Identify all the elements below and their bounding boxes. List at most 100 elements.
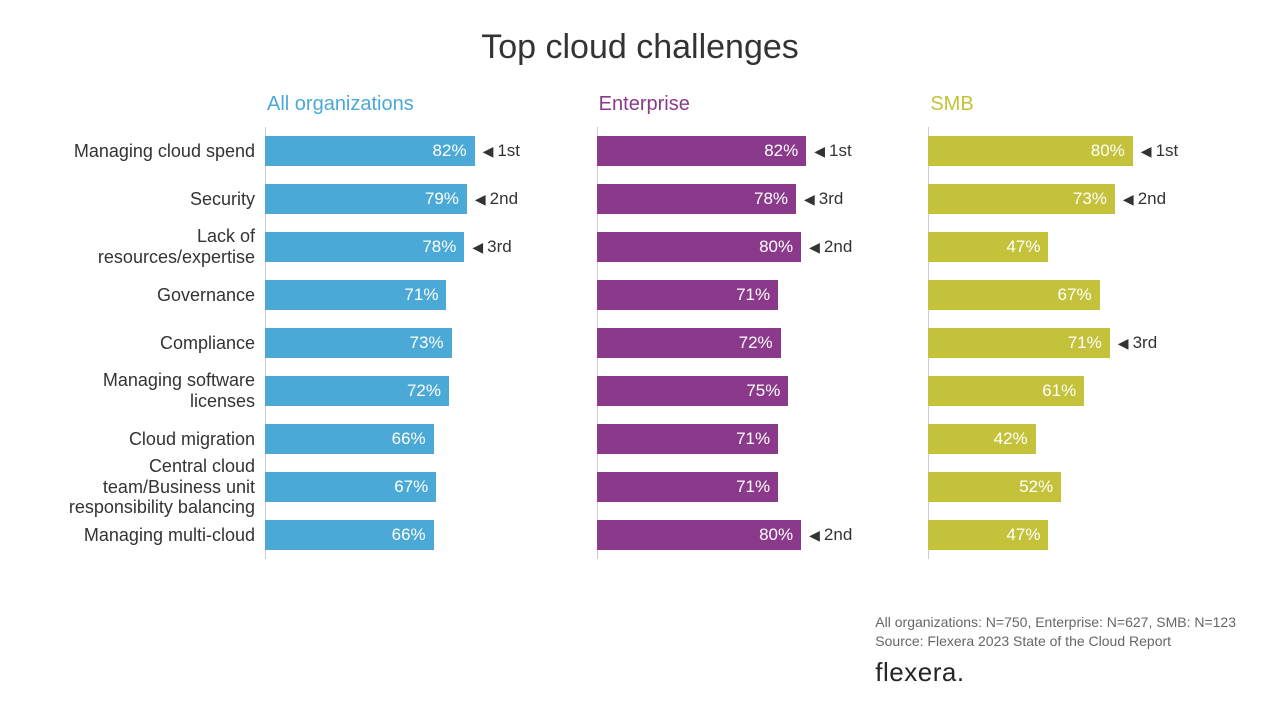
bar-value-label: 71% (736, 477, 770, 497)
bar-value-label: 80% (759, 525, 793, 545)
bar-track: 67% (265, 472, 577, 502)
category-label: Governance (40, 271, 265, 319)
bar-value-label: 67% (1058, 285, 1092, 305)
series-header-smb: SMB (928, 93, 1240, 127)
bar-row: 72% (265, 367, 577, 415)
bar: 78% (597, 184, 796, 214)
bar-row: 80%◀2nd (597, 223, 909, 271)
bar: 42% (928, 424, 1035, 454)
bar-track: 78% ◀3rd (597, 184, 909, 214)
bar-row: 80% ◀ 1st (928, 127, 1240, 175)
bar-track: 66% (265, 520, 577, 550)
bar-track: 61% (928, 376, 1240, 406)
bar-value-label: 73% (410, 333, 444, 353)
bar: 75% (597, 376, 789, 406)
bar-row: 66% (265, 511, 577, 559)
category-label: Security (40, 175, 265, 223)
bar-value-label: 47% (1006, 237, 1040, 257)
bar: 71% (597, 424, 778, 454)
bar-row: 67% (265, 463, 577, 511)
bar: 67% (928, 280, 1099, 310)
bar-track: 82% ◀1st (265, 136, 577, 166)
bar-row: 78% ◀3rd (597, 175, 909, 223)
chart-page: Top cloud challenges Managing cloud spen… (0, 0, 1280, 712)
bar-value-label: 78% (754, 189, 788, 209)
bar-value-label: 71% (1068, 333, 1102, 353)
category-label: Compliance (40, 319, 265, 367)
bar-row: 71% ◀3rd (928, 319, 1240, 367)
bar: 67% (265, 472, 436, 502)
rank-label: 2nd (1138, 189, 1166, 209)
bar-value-label: 72% (407, 381, 441, 401)
category-label: Managing multi-cloud (40, 511, 265, 559)
bar: 80% (597, 232, 801, 262)
rank-label: 3rd (819, 189, 844, 209)
rank-marker-icon: ◀ (809, 240, 820, 254)
rank-indicator: ◀1st (483, 136, 520, 166)
brand-logo: flexera. (875, 657, 1236, 688)
bar: 82% (265, 136, 475, 166)
rank-label: 1st (1156, 141, 1179, 161)
category-label: Central cloud team/Business unit respons… (40, 463, 265, 511)
bar-row: 80% ◀2nd (597, 511, 909, 559)
series-body-smb: 80% ◀ 1st 73% ◀ 2nd 47% 67% 71% ◀3rd 61% 42% 52% 47% (928, 127, 1240, 559)
category-label: Managing cloud spend (40, 127, 265, 175)
bar-row: 78%◀3rd (265, 223, 577, 271)
bar-row: 66% (265, 415, 577, 463)
bar: 80% (597, 520, 801, 550)
bar-track: 82% ◀ 1st (597, 136, 909, 166)
bar-track: 71% (597, 472, 909, 502)
rank-indicator: ◀2nd (809, 520, 852, 550)
bar-row: 71% (597, 463, 909, 511)
bar-row: 79%◀2nd (265, 175, 577, 223)
bar: 52% (928, 472, 1061, 502)
bar-track: 66% (265, 424, 577, 454)
bar-row: 73% ◀ 2nd (928, 175, 1240, 223)
bar-row: 73% (265, 319, 577, 367)
rank-marker-icon: ◀ (1141, 144, 1152, 158)
rank-marker-icon: ◀ (483, 144, 494, 158)
bar-value-label: 71% (736, 285, 770, 305)
rank-indicator: ◀ 1st (814, 136, 851, 166)
bar: 72% (265, 376, 449, 406)
bar-row: 82% ◀1st (265, 127, 577, 175)
series-column-smb: SMB 80% ◀ 1st 73% ◀ 2nd 47% 67% 71% ◀3rd 61% 42% 52% 4… (928, 93, 1240, 559)
bar-row: 52% (928, 463, 1240, 511)
rank-marker-icon: ◀ (814, 144, 825, 158)
footer-sample-sizes: All organizations: N=750, Enterprise: N=… (875, 613, 1236, 632)
bar-value-label: 78% (422, 237, 456, 257)
bar-value-label: 71% (736, 429, 770, 449)
bar-track: 72% (597, 328, 909, 358)
series-column-all: All organizations82%◀1st79%◀2nd78%◀3rd71… (265, 93, 577, 559)
category-label: Managing software licenses (40, 367, 265, 415)
bar-value-label: 73% (1073, 189, 1107, 209)
bar: 71% (928, 328, 1109, 358)
rank-indicator: ◀3rd (804, 184, 843, 214)
bar: 80% (928, 136, 1132, 166)
rank-label: 1st (829, 141, 852, 161)
bar-value-label: 82% (764, 141, 798, 161)
series-header-enterprise: Enterprise (597, 93, 909, 127)
bar-value-label: 80% (1091, 141, 1125, 161)
rank-indicator: ◀ 1st (1141, 136, 1178, 166)
bar-value-label: 80% (759, 237, 793, 257)
rank-label: 3rd (487, 237, 512, 257)
bar: 47% (928, 520, 1048, 550)
bar-track: 78%◀3rd (265, 232, 577, 262)
bar-track: 71% (265, 280, 577, 310)
rank-indicator: ◀3rd (1118, 328, 1157, 358)
rank-marker-icon: ◀ (1123, 192, 1134, 206)
bar-row: 71% (597, 271, 909, 319)
bar: 82% (597, 136, 807, 166)
bar: 66% (265, 424, 434, 454)
bar-track: 71% (597, 280, 909, 310)
bar-value-label: 42% (994, 429, 1028, 449)
bar-value-label: 66% (392, 429, 426, 449)
rank-indicator: ◀ 2nd (1123, 184, 1166, 214)
bar-track: 71% ◀3rd (928, 328, 1240, 358)
rank-indicator: ◀2nd (475, 184, 518, 214)
bar-row: 71% (597, 415, 909, 463)
bar-value-label: 75% (746, 381, 780, 401)
bar: 73% (265, 328, 452, 358)
category-labels-column: Managing cloud spendSecurityLack of reso… (40, 93, 265, 559)
